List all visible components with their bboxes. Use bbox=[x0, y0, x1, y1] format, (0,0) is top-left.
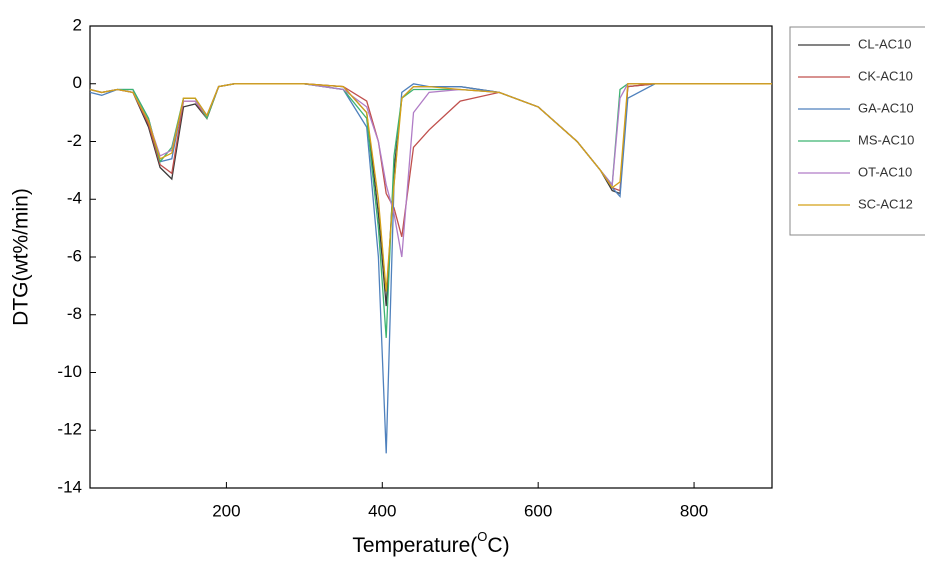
legend-label: OT-AC10 bbox=[858, 164, 912, 179]
x-tick-label: 200 bbox=[212, 501, 240, 520]
plot-frame bbox=[89, 25, 773, 489]
line-series bbox=[89, 83, 772, 258]
line-series bbox=[89, 83, 772, 338]
x-tick-label: 600 bbox=[524, 501, 552, 520]
y-tick-label: -6 bbox=[67, 246, 82, 265]
y-tick-label: 2 bbox=[73, 15, 82, 34]
y-tick-label: -10 bbox=[57, 362, 82, 381]
y-tick-label: -14 bbox=[57, 477, 82, 496]
legend-label: CL-AC10 bbox=[858, 36, 911, 51]
x-label-suffix: C) bbox=[487, 534, 509, 557]
y-tick-label: -8 bbox=[67, 304, 82, 323]
y-tick-label: -4 bbox=[67, 189, 82, 208]
line-series bbox=[89, 83, 772, 292]
x-axis-label: Temperature(OC) bbox=[352, 529, 509, 556]
x-tick-label: 400 bbox=[368, 501, 396, 520]
x-label-prefix: Temperature( bbox=[352, 534, 477, 557]
x-label-sup: O bbox=[477, 529, 487, 544]
y-tick-label: -2 bbox=[67, 131, 82, 150]
legend-label: SC-AC12 bbox=[858, 196, 913, 211]
x-tick-label: 800 bbox=[680, 501, 708, 520]
y-axis-label: DTG(wt%/min) bbox=[10, 188, 33, 326]
legend-label: GA-AC10 bbox=[858, 100, 914, 115]
line-series bbox=[89, 83, 772, 454]
y-tick-label: -12 bbox=[57, 420, 82, 439]
legend-box bbox=[789, 26, 925, 236]
legend-label: MS-AC10 bbox=[858, 132, 914, 147]
line-series bbox=[89, 83, 772, 237]
line-series bbox=[89, 83, 772, 307]
legend: CL-AC10 CK-AC10 GA-AC10 MS-AC10 OT-AC10 SC-AC… bbox=[789, 26, 925, 236]
y-tick-label: 0 bbox=[73, 73, 82, 92]
legend-label: CK-AC10 bbox=[858, 68, 913, 83]
